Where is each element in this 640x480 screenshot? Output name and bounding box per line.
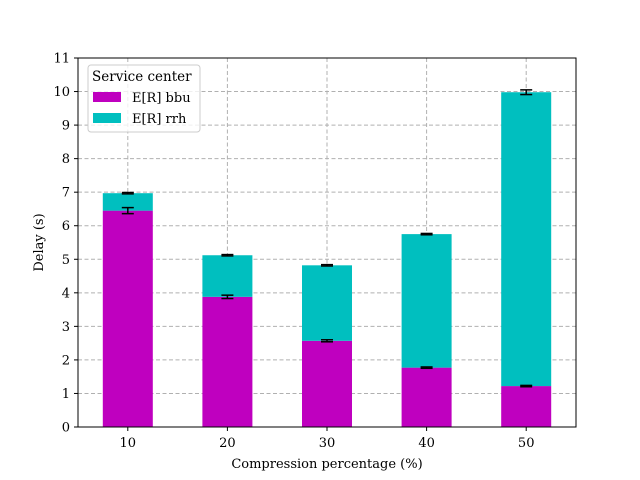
bars [102,92,552,427]
y-tick-label: 5 [62,253,70,268]
x-tick-label: 40 [418,436,435,451]
legend-label-bbu: E[R] bbu [132,91,191,106]
x-axis-label: Compression percentage (%) [231,457,422,472]
bar-e-r-rrh [501,92,552,387]
y-tick-label: 0 [62,421,70,436]
y-tick-label: 8 [62,152,70,167]
x-tick-label: 20 [219,436,236,451]
bar-e-r-rrh [102,193,153,211]
bar-e-r-rrh [202,255,253,297]
x-tick-label: 30 [319,436,336,451]
bar-e-r-bbu [401,367,452,427]
y-tick-label: 11 [53,52,70,67]
y-tick-label: 10 [53,85,70,100]
error-bars [121,89,533,388]
legend-swatch-rrh [93,113,121,123]
legend: Service center E[R] bbu E[R] rrh [87,64,201,133]
legend-swatch-bbu [93,92,121,102]
x-tick-label: 10 [120,436,137,451]
legend-label-rrh: E[R] rrh [132,112,187,127]
y-tick-label: 9 [62,119,70,134]
bar-e-r-bbu [102,210,153,427]
bar-e-r-rrh [302,265,352,341]
y-tick-label: 3 [62,320,70,335]
bar-e-r-bbu [202,296,253,427]
bar-e-r-bbu [302,340,352,427]
x-tick-label: 50 [518,436,535,451]
bar-e-r-bbu [501,386,552,427]
y-tick-label: 6 [62,219,70,234]
y-tick-label: 4 [62,286,70,301]
legend-title: Service center [92,69,192,85]
y-tick-label: 1 [62,387,70,402]
y-tick-label: 2 [62,353,70,368]
bar-e-r-rrh [401,234,452,368]
ticks: 0 1 2 3 4 5 6 7 8 9 10 11 10 20 30 40 50 [53,52,534,452]
y-tick-label: 7 [62,186,70,201]
y-axis-label: Delay (s) [32,213,47,271]
